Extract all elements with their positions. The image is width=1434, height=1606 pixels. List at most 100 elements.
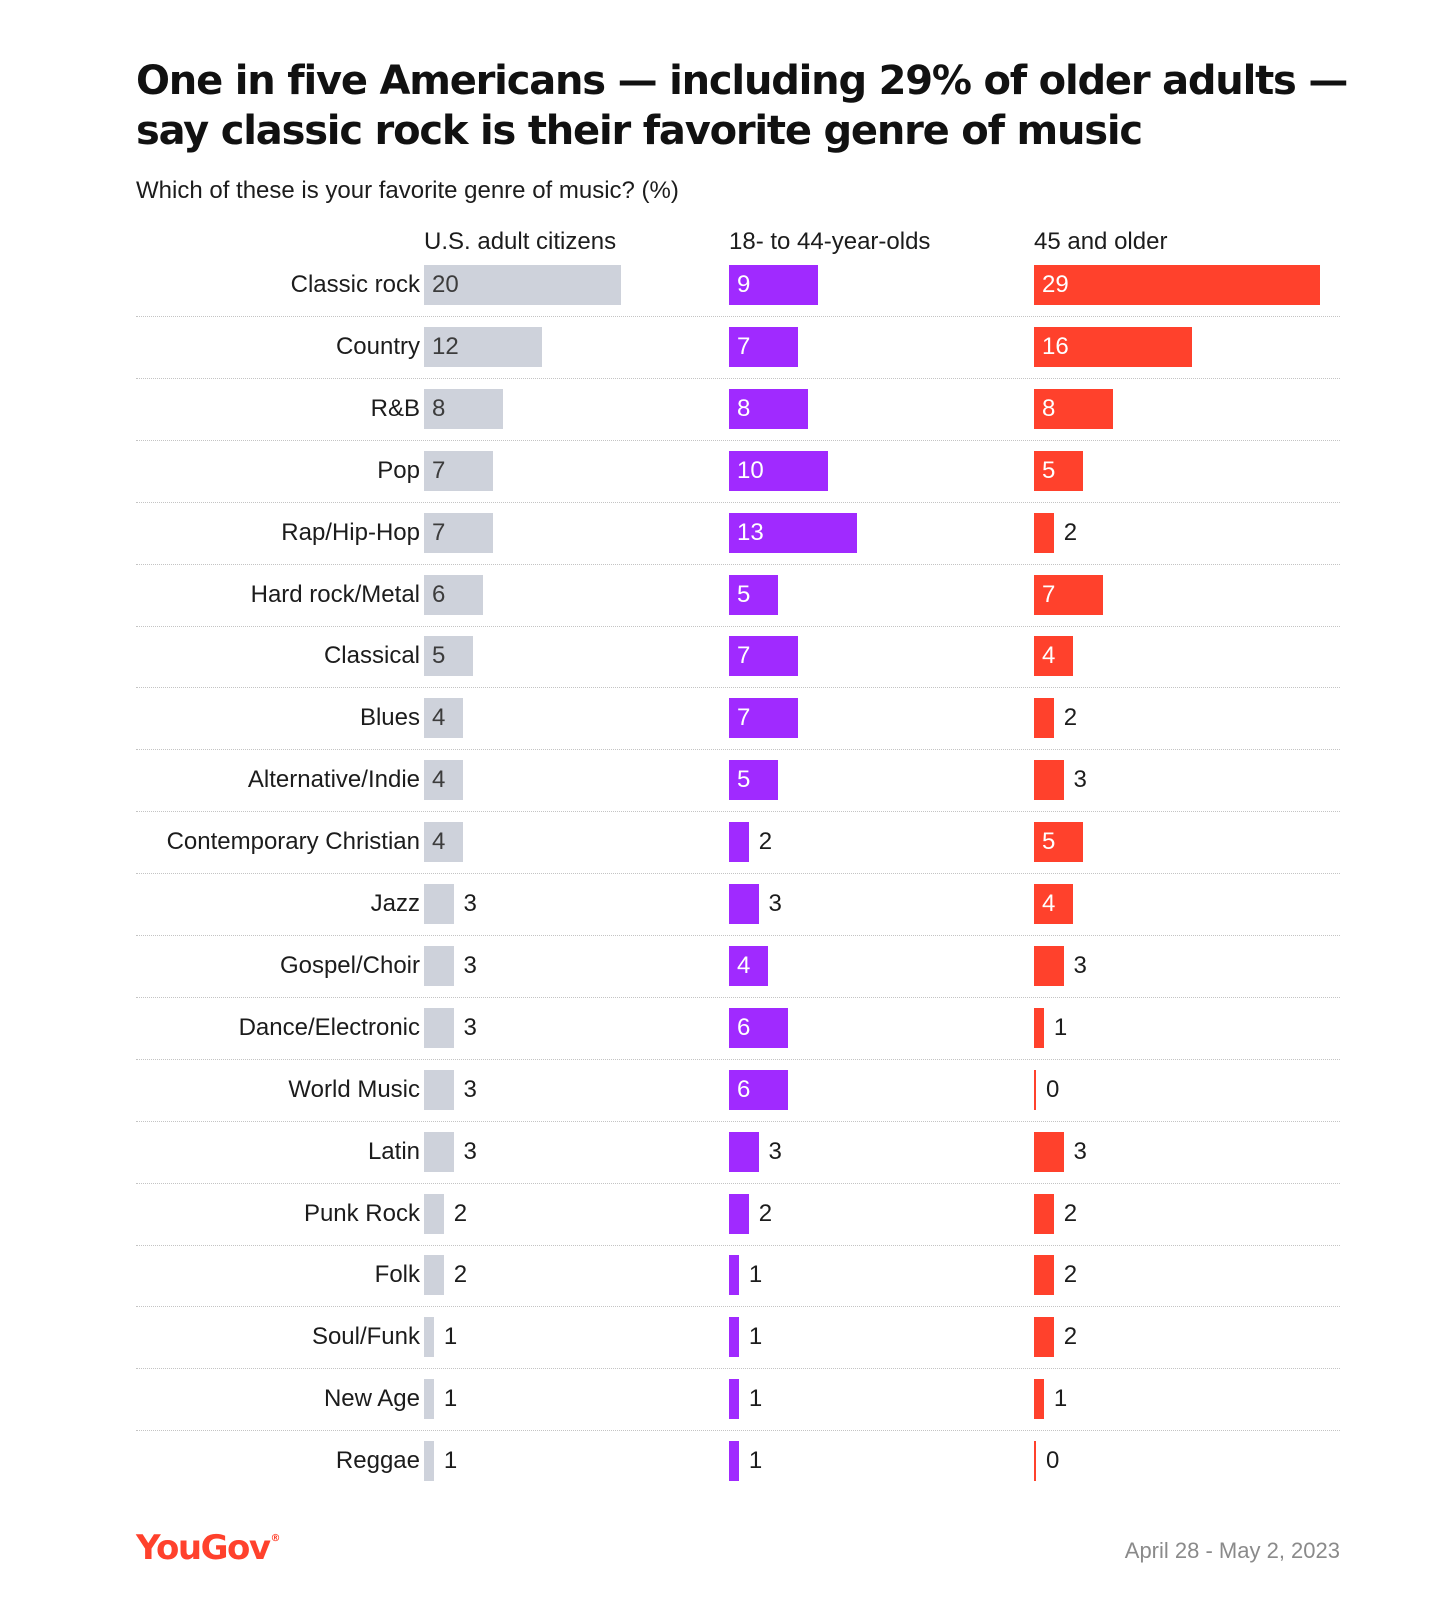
data-label-18-44: 2: [758, 828, 773, 856]
data-label-18-44: 9: [737, 271, 751, 298]
data-label-us-adults: 4: [432, 704, 446, 732]
bar-45-older: [1034, 574, 1103, 615]
bar-45-older: [1034, 1131, 1064, 1172]
data-label-45-older: 7: [1042, 580, 1056, 608]
bar-18-44: [729, 1317, 739, 1358]
bar-us-adults: [424, 1317, 434, 1358]
data-label-us-adults: 20: [432, 271, 459, 298]
data-label-us-adults: 3: [463, 1013, 477, 1041]
row-divider: [136, 749, 1340, 751]
chart-row-blues: Blues 4 7 2: [0, 698, 1434, 760]
data-label-18-44: 7: [737, 332, 751, 360]
bar-45-older: [1034, 1007, 1044, 1048]
category-label: Soul/Funk: [311, 1323, 420, 1351]
data-label-18-44: 1: [748, 1447, 763, 1475]
row-divider: [136, 1306, 1340, 1308]
bar-us-adults: [424, 822, 464, 863]
data-label-45-older: 2: [1063, 1261, 1078, 1289]
data-label-us-adults: 1: [443, 1385, 458, 1413]
category-label: R&B: [370, 394, 420, 422]
category-label: Jazz: [370, 890, 420, 917]
chart-row-gospel-choir: Gospel/Choir 3 4 3: [0, 945, 1434, 1008]
bar-45-older: [1034, 1441, 1036, 1482]
series-header-18-44: 18- to 44-year-olds: [729, 228, 931, 255]
bar-45-older: [1034, 636, 1074, 677]
data-label-18-44: 6: [737, 1075, 751, 1103]
chart-row-latin: Latin 3 3 3: [0, 1131, 1434, 1194]
chart-row-world-music: World Music 3 6 0: [0, 1069, 1434, 1132]
bar-45-older: [1034, 1317, 1054, 1358]
row-divider: [136, 316, 1340, 317]
bar-45-older: [1034, 698, 1054, 739]
category-label: Blues: [359, 704, 420, 732]
bar-us-adults: [424, 1255, 444, 1296]
data-label-us-adults: 2: [453, 1199, 468, 1227]
chart-subtitle: Which of these is your favorite genre of…: [136, 177, 679, 204]
bar-us-adults: [424, 698, 464, 739]
bar-45-older: [1034, 1379, 1044, 1420]
category-label: Classical: [323, 642, 420, 670]
row-divider: [136, 377, 1340, 379]
chart-row-jazz: Jazz 3 3 4: [0, 884, 1434, 946]
data-label-us-adults: 7: [432, 456, 446, 484]
data-label-45-older: 1: [1053, 1013, 1068, 1041]
bar-18-44: [729, 636, 798, 677]
row-divider: [136, 687, 1340, 689]
bar-18-44: [729, 574, 779, 615]
bar-18-44: [729, 512, 858, 553]
category-label: New Age: [323, 1385, 420, 1413]
row-divider: [136, 811, 1340, 813]
category-label: Contemporary Christian: [166, 828, 420, 856]
data-label-18-44: 1: [748, 1261, 763, 1289]
data-label-us-adults: 1: [443, 1323, 458, 1351]
bar-45-older: [1034, 760, 1064, 801]
bar-us-adults: [424, 1007, 454, 1048]
data-label-us-adults: 1: [443, 1447, 458, 1475]
bar-45-older: [1034, 450, 1084, 491]
data-label-45-older: 4: [1042, 890, 1056, 917]
chart-row-country: Country 12 7 16: [0, 326, 1434, 389]
data-label-us-adults: 3: [463, 1075, 477, 1103]
bar-18-44: [729, 1441, 739, 1482]
data-label-18-44: 3: [768, 890, 782, 917]
data-label-18-44: 2: [758, 1199, 773, 1227]
category-label: Hard rock/Metal: [250, 580, 420, 608]
row-divider: [136, 563, 1340, 565]
bar-us-adults: [424, 265, 621, 305]
bar-18-44: [729, 698, 798, 739]
bar-us-adults: [424, 388, 503, 429]
bar-us-adults: [424, 636, 474, 677]
bar-18-44: [729, 1069, 789, 1110]
data-label-18-44: 5: [737, 580, 751, 608]
category-label: Dance/Electronic: [238, 1013, 420, 1041]
bar-45-older: [1034, 512, 1054, 553]
data-label-45-older: 3: [1073, 1137, 1087, 1165]
row-divider: [136, 873, 1340, 875]
data-label-us-adults: 3: [463, 890, 477, 917]
chart-row-classical: Classical 5 7 4: [0, 636, 1434, 698]
bar-18-44: [729, 1131, 759, 1172]
category-label: Classic rock: [290, 271, 420, 298]
category-label: Country: [335, 332, 420, 360]
data-label-18-44: 13: [737, 518, 764, 546]
bar-18-44: [729, 450, 828, 491]
category-label: Folk: [374, 1261, 420, 1289]
data-label-18-44: 8: [737, 394, 751, 422]
bar-us-adults: [424, 450, 493, 491]
row-divider: [136, 1182, 1340, 1184]
data-label-45-older: 0: [1046, 1447, 1060, 1475]
data-label-18-44: 3: [768, 1137, 782, 1165]
data-label-us-adults: 3: [463, 1137, 477, 1165]
row-divider: [136, 501, 1340, 503]
data-label-45-older: 2: [1063, 704, 1078, 732]
bar-us-adults: [424, 1379, 434, 1420]
category-label: Latin: [367, 1137, 420, 1165]
data-label-45-older: 0: [1046, 1075, 1060, 1103]
data-label-45-older: 5: [1042, 456, 1056, 484]
row-divider: [136, 1430, 1340, 1432]
row-divider: [136, 625, 1340, 627]
series-header-us-adults: U.S. adult citizens: [424, 228, 617, 255]
data-label-45-older: 16: [1042, 332, 1069, 360]
data-label-us-adults: 12: [432, 332, 459, 360]
